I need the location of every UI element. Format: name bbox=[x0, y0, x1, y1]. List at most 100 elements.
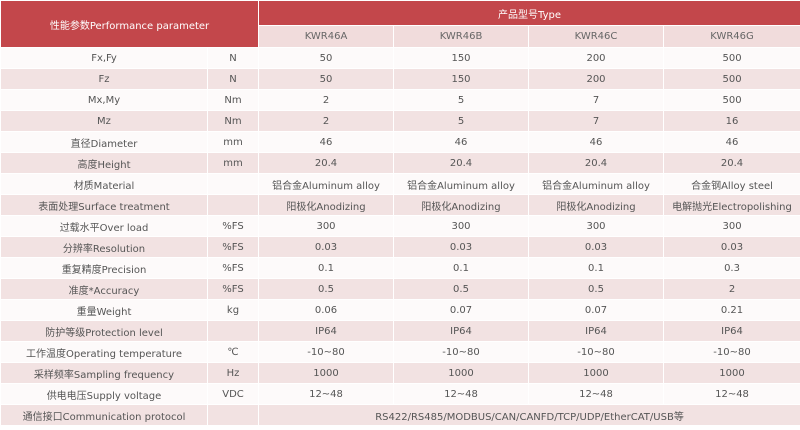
value-cell: 0.1 bbox=[258, 257, 394, 279]
spec-row: Mx,My Nm 2 5 7 500 bbox=[0, 89, 800, 111]
value-cell: 0.1 bbox=[393, 257, 529, 279]
unit-cell-empty bbox=[207, 404, 259, 426]
value-cell: 0.5 bbox=[393, 278, 529, 300]
value-cell: 46 bbox=[662, 131, 800, 153]
value-cell: 5 bbox=[393, 110, 529, 132]
header-row: 性能参数Performance parameter 产品型号Type bbox=[0, 0, 800, 48]
value-cell: 200 bbox=[528, 68, 664, 90]
value-cell: 12~48 bbox=[662, 383, 800, 405]
value-cell: 200 bbox=[528, 47, 664, 69]
value-cell: 阳极化Anodizing bbox=[528, 194, 664, 216]
spec-row: 重复精度Precision %FS 0.1 0.1 0.1 0.3 bbox=[0, 257, 800, 279]
value-cell: 1000 bbox=[528, 362, 664, 384]
param-label: 供电电压Supply voltage bbox=[0, 383, 208, 405]
value-cell: 阳极化Anodizing bbox=[393, 194, 529, 216]
value-cell: 2 bbox=[258, 89, 394, 111]
value-cell: 300 bbox=[662, 215, 800, 237]
spec-row: 准度*Accuracy %FS 0.5 0.5 0.5 2 bbox=[0, 278, 800, 300]
value-cell: 0.03 bbox=[528, 236, 664, 258]
value-cell: 7 bbox=[528, 89, 664, 111]
unit-cell-empty bbox=[207, 320, 259, 342]
value-cell: 2 bbox=[258, 110, 394, 132]
spec-row: 通信接口Communication protocol RS422/RS485/MO… bbox=[0, 404, 800, 426]
spec-row: Fx,Fy N 50 150 200 500 bbox=[0, 47, 800, 69]
spec-row: 直径Diameter mm 46 46 46 46 bbox=[0, 131, 800, 153]
param-label: 分辨率Resolution bbox=[0, 236, 208, 258]
value-cell: 电解抛光Electropolishing bbox=[662, 194, 800, 216]
value-cell: 12~48 bbox=[258, 383, 394, 405]
value-cell: 0.5 bbox=[258, 278, 394, 300]
value-cell: -10~80 bbox=[258, 341, 394, 363]
spec-row: Fz N 50 150 200 500 bbox=[0, 68, 800, 90]
unit-cell: %FS bbox=[207, 278, 259, 300]
value-cell: 0.21 bbox=[662, 299, 800, 321]
spec-row: 重量Weight kg 0.06 0.07 0.07 0.21 bbox=[0, 299, 800, 321]
spec-row: 高度Height mm 20.4 20.4 20.4 20.4 bbox=[0, 152, 800, 174]
value-cell: 铝合金Aluminum alloy bbox=[393, 173, 529, 195]
value-cell: 300 bbox=[528, 215, 664, 237]
spec-row: 采样频率Sampling frequency Hz 1000 1000 1000 1000 bbox=[0, 362, 800, 384]
model-cell: KWR46A bbox=[258, 25, 394, 48]
value-cell: IP64 bbox=[258, 320, 394, 342]
value-cell: 500 bbox=[662, 68, 800, 90]
value-cell: 0.1 bbox=[528, 257, 664, 279]
value-cell: 铝合金Aluminum alloy bbox=[528, 173, 664, 195]
value-cell: 0.06 bbox=[258, 299, 394, 321]
value-cell: 300 bbox=[258, 215, 394, 237]
unit-cell: %FS bbox=[207, 236, 259, 258]
param-label: Mz bbox=[0, 110, 208, 132]
value-cell: -10~80 bbox=[393, 341, 529, 363]
param-label: 工作温度Operating temperature bbox=[0, 341, 208, 363]
unit-cell: Nm bbox=[207, 89, 259, 111]
value-cell: 0.07 bbox=[528, 299, 664, 321]
spec-row: 过载水平Over load %FS 300 300 300 300 bbox=[0, 215, 800, 237]
value-cell: IP64 bbox=[662, 320, 800, 342]
spec-row: 材质Material 铝合金Aluminum alloy 铝合金Aluminum a… bbox=[0, 173, 800, 195]
param-label: 重量Weight bbox=[0, 299, 208, 321]
value-cell: 500 bbox=[662, 47, 800, 69]
param-label: 防护等级Protection level bbox=[0, 320, 208, 342]
value-cell: 1000 bbox=[258, 362, 394, 384]
header-title: 性能参数Performance parameter bbox=[0, 0, 259, 48]
value-cell: 150 bbox=[393, 47, 529, 69]
value-cell: 0.03 bbox=[393, 236, 529, 258]
value-cell: 500 bbox=[662, 89, 800, 111]
value-cell: 46 bbox=[528, 131, 664, 153]
param-label: 直径Diameter bbox=[0, 131, 208, 153]
unit-cell: %FS bbox=[207, 215, 259, 237]
value-cell: 20.4 bbox=[393, 152, 529, 174]
value-cell: 16 bbox=[662, 110, 800, 132]
value-cell: 合金钢Alloy steel bbox=[662, 173, 800, 195]
value-cell: IP64 bbox=[528, 320, 664, 342]
value-cell: 0.07 bbox=[393, 299, 529, 321]
value-cell: 46 bbox=[258, 131, 394, 153]
unit-cell: %FS bbox=[207, 257, 259, 279]
value-cell: 0.3 bbox=[662, 257, 800, 279]
unit-cell: mm bbox=[207, 131, 259, 153]
param-label: 表面处理Surface treatment bbox=[0, 194, 208, 216]
value-cell: 0.5 bbox=[528, 278, 664, 300]
unit-cell: kg bbox=[207, 299, 259, 321]
type-title: 产品型号Type bbox=[257, 0, 800, 26]
value-cell: 20.4 bbox=[258, 152, 394, 174]
spec-row: 工作温度Operating temperature ℃ -10~80 -10~80 -1… bbox=[0, 341, 800, 363]
value-cell: 1000 bbox=[662, 362, 800, 384]
param-label: Fz bbox=[0, 68, 208, 90]
spec-row: Mz Nm 2 5 7 16 bbox=[0, 110, 800, 132]
value-cell: -10~80 bbox=[528, 341, 664, 363]
value-cell: 0.03 bbox=[258, 236, 394, 258]
param-label: 材质Material bbox=[0, 173, 208, 195]
value-cell: 50 bbox=[258, 47, 394, 69]
param-label: 重复精度Precision bbox=[0, 257, 208, 279]
param-label: 高度Height bbox=[0, 152, 208, 174]
value-cell: 20.4 bbox=[662, 152, 800, 174]
value-cell: 150 bbox=[393, 68, 529, 90]
param-label: 采样频率Sampling frequency bbox=[0, 362, 208, 384]
param-label: 准度*Accuracy bbox=[0, 278, 208, 300]
spec-row: 防护等级Protection level IP64 IP64 IP64 IP64 bbox=[0, 320, 800, 342]
value-cell: IP64 bbox=[393, 320, 529, 342]
unit-cell-empty bbox=[207, 194, 259, 216]
